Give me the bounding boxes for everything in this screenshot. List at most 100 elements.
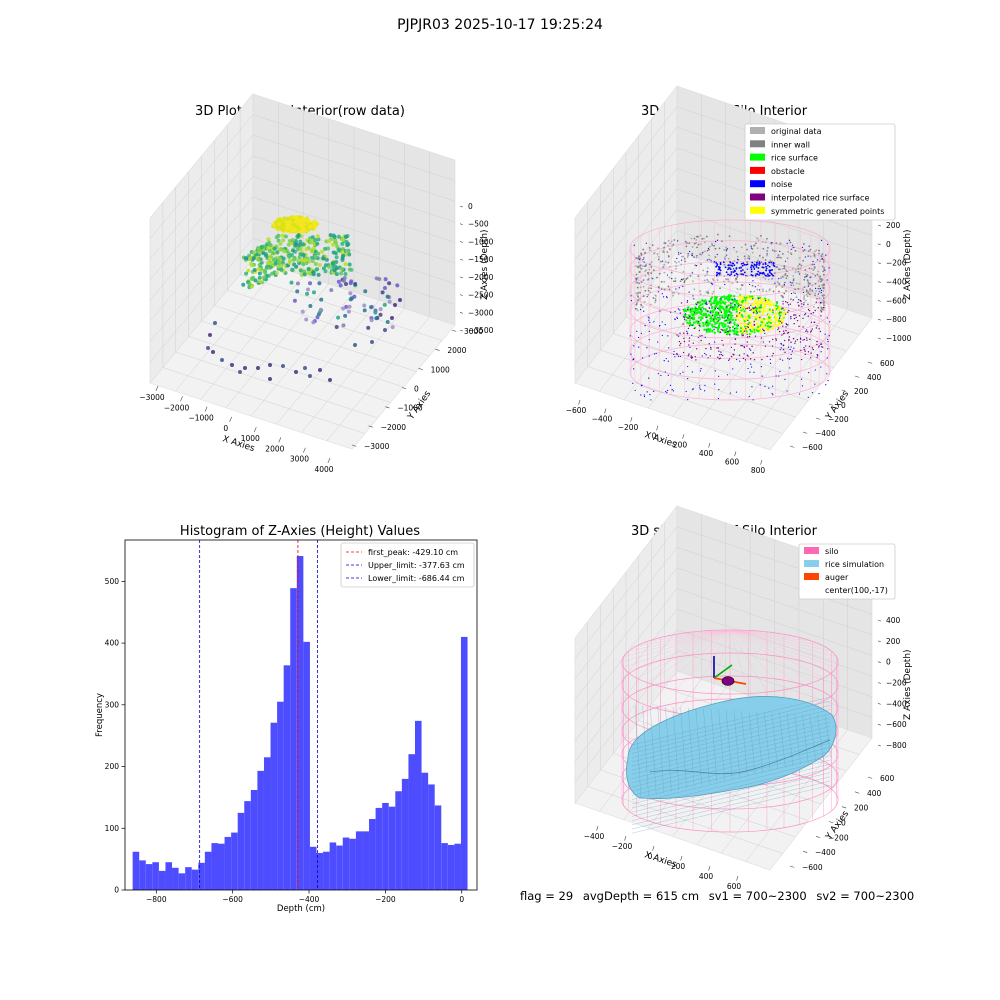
data-point: [257, 271, 262, 276]
data-point: [733, 269, 736, 272]
data-point: [713, 325, 716, 328]
data-point: [780, 294, 783, 297]
data-point: [697, 275, 700, 278]
tick-mark: [459, 329, 463, 332]
mesh-line: [672, 706, 680, 791]
data-point: [308, 224, 313, 229]
data-point: [818, 290, 821, 293]
data-point: [726, 310, 729, 313]
data-point: [808, 293, 811, 296]
data-point: [753, 320, 755, 323]
data-point: [721, 295, 724, 299]
silo-roof-rib: [729, 629, 785, 635]
data-point: [775, 339, 778, 341]
data-point: [777, 319, 781, 322]
data-point: [700, 309, 702, 311]
z-tick-label: −600: [886, 296, 907, 305]
data-point: [725, 254, 728, 257]
mesh-line: [726, 709, 733, 779]
grid-line: [149, 217, 456, 342]
data-point: [733, 323, 736, 326]
data-point: [714, 297, 717, 300]
data-point: [754, 335, 757, 337]
data-point: [251, 256, 256, 261]
data-point: [673, 353, 675, 356]
silo-roof-rib: [628, 629, 731, 652]
data-point: [674, 318, 676, 320]
data-point: [697, 243, 700, 246]
data-point: [667, 374, 669, 376]
data-point: [802, 326, 804, 328]
tick-mark: [624, 835, 627, 841]
data-point: [776, 256, 779, 259]
data-point: [792, 299, 794, 301]
data-point: [813, 252, 815, 255]
data-point: [816, 343, 818, 346]
silo-roof-rib: [729, 629, 837, 657]
data-point: [787, 357, 789, 360]
data-point: [804, 249, 806, 251]
histogram-bar: [382, 802, 389, 890]
data-point: [755, 329, 758, 332]
data-point: [758, 272, 761, 274]
data-point: [732, 368, 734, 370]
data-point: [677, 252, 680, 254]
tick-mark: [459, 258, 463, 261]
data-point: [818, 392, 820, 395]
data-point: [710, 348, 712, 350]
data-point: [683, 340, 686, 343]
data-point: [766, 252, 769, 255]
data-point: [637, 299, 640, 302]
data-point: [706, 259, 708, 261]
data-point: [728, 359, 730, 361]
mesh-line: [817, 714, 824, 760]
data-point: [783, 265, 786, 268]
data-point: [650, 266, 653, 268]
legend-label: auger: [825, 573, 849, 582]
data-point: [803, 296, 805, 299]
data-point: [771, 273, 773, 276]
data-point: [750, 309, 752, 311]
data-point: [787, 324, 789, 326]
data-point: [723, 275, 726, 277]
data-point: [349, 296, 354, 301]
data-point: [766, 237, 768, 240]
data-point: [694, 356, 696, 358]
data-point: [649, 393, 651, 396]
data-point: [765, 267, 768, 270]
data-point: [369, 305, 374, 310]
data-point: [735, 310, 738, 313]
data-point: [739, 327, 742, 330]
legend-label: original data: [771, 127, 822, 136]
data-point: [645, 242, 647, 244]
data-point: [730, 306, 732, 309]
data-point: [744, 243, 747, 246]
histogram-bar: [355, 831, 363, 890]
data-point: [690, 356, 692, 359]
data-point: [715, 261, 718, 264]
data-point: [700, 313, 703, 316]
data-point: [778, 312, 781, 315]
data-point: [803, 295, 806, 297]
grid-line: [721, 301, 824, 434]
data-point: [764, 304, 767, 307]
data-point: [362, 308, 367, 313]
mesh-line: [631, 755, 831, 804]
data-point: [773, 313, 776, 316]
data-point: [731, 314, 734, 317]
data-point: [743, 263, 746, 266]
data-point: [740, 262, 743, 265]
data-point: [781, 322, 783, 324]
footer-status: flag = 29 avgDepth = 615 cm sv1 = 700~23…: [520, 889, 920, 903]
data-point: [735, 267, 738, 269]
data-point: [646, 391, 648, 393]
data-point: [762, 247, 765, 250]
data-point: [765, 300, 768, 304]
histogram-bar: [303, 641, 310, 890]
data-point: [826, 373, 828, 375]
data-point: [820, 346, 823, 348]
tick-mark: [680, 855, 683, 861]
data-point: [775, 250, 777, 253]
data-point: [811, 284, 814, 287]
